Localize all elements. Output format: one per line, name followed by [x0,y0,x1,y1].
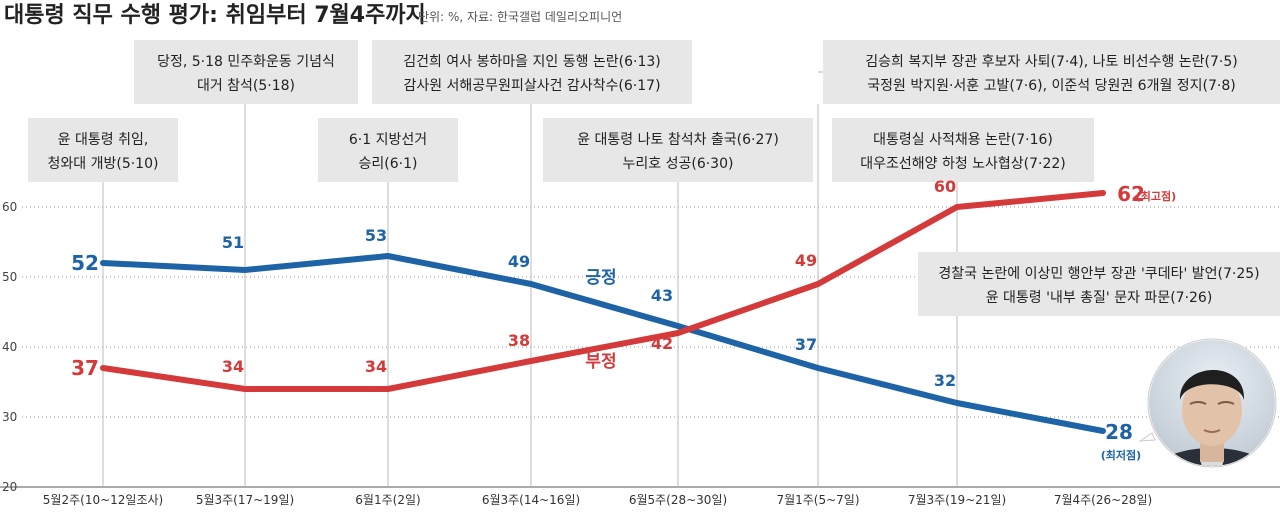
annotation-background [918,252,1280,316]
annotation-background [832,118,1094,182]
positive-data-label: 37 [795,335,817,354]
positive-data-label: 51 [222,233,244,252]
annotation-text: 대통령실 사적채용 논란(7·16) [873,132,1053,148]
annotation-text: 윤 대통령 '내부 총질' 문자 파문(7·26) [986,290,1213,306]
annotation-text: 김승희 복지부 장관 후보자 사퇴(7·4), 나토 비선수행 논란(7·5) [865,54,1237,70]
positive-data-label: 52 [71,251,99,275]
y-tick-label: 50 [2,270,17,284]
annotation-box: 윤 대통령 취임, 청와대 개방(5·10) [28,118,178,182]
annotation-text: 김건희 여사 봉하마을 지인 동행 논란(6·13) [403,54,661,70]
x-tick-label: 6월5주(28~30일) [629,493,727,507]
annotation-text: 대우조선해양 하청 노사협상(7·22) [860,156,1066,172]
annotation-text: 윤 대통령 나토 참석차 출국(6·27) [577,132,779,148]
x-tick-label: 5월2주(10~12일조사) [43,493,163,507]
annotation-box: 경찰국 논란에 이상민 행안부 장관 '쿠데타' 발언(7·25) 윤 대통령 '… [918,252,1280,316]
annotation-text: 6·1 지방선거 [349,132,427,148]
annotation-text: 당정, 5·18 민주화운동 기념식 [157,54,335,70]
positive-series-name: 긍정 [585,268,616,288]
annotation-background [823,40,1280,104]
positive-data-label: 28 [1105,420,1133,444]
y-tick-label: 60 [2,200,17,214]
annotation-text: 국정원 박지원·서훈 고발(7·6), 이준석 당원권 6개월 정지(7·8) [867,78,1236,94]
annotation-background [543,118,813,182]
positive-series-line [100,253,1106,434]
positive-data-label: 32 [934,371,956,390]
annotation-text: 승리(6·1) [359,156,418,172]
y-tick-label: 30 [2,410,17,424]
min-note: (최저점) [1101,448,1141,462]
negative-data-label: 34 [222,357,244,376]
negative-data-label: 60 [934,177,956,196]
x-tick-label: 6월3주(14~16일) [482,493,580,507]
annotation-background [318,118,458,182]
negative-data-label: 42 [651,334,673,353]
x-tick-label: 7월1주(5~7일) [776,493,859,507]
annotation-background [28,118,178,182]
negative-data-label: 38 [508,331,530,350]
y-tick-label: 40 [2,340,17,354]
positive-data-label: 43 [651,286,673,305]
annotation-box: 김승희 복지부 장관 후보자 사퇴(7·4), 나토 비선수행 논란(7·5) 국… [823,40,1280,104]
positive-data-label: 49 [508,252,530,271]
max-note: (최고점) [1136,189,1176,203]
chart-title: 대통령 직무 수행 평가: 취임부터 7월4주까지 [4,3,426,28]
annotation-background [372,40,692,104]
source-note: 단위: %, 자료: 한국갤럽 데일리오피니언 [418,10,622,24]
positive-data-label: 53 [365,226,387,245]
x-tick-label: 7월3주(19~21일) [908,493,1006,507]
annotation-text: 대거 참석(5·18) [197,78,295,94]
negative-data-label: 49 [795,251,817,270]
annotation-box: 윤 대통령 나토 참석차 출국(6·27) 누리호 성공(6·30) [543,118,813,182]
annotation-background [134,40,358,104]
annotation-text: 누리호 성공(6·30) [623,156,734,172]
annotation-box: 대통령실 사적채용 논란(7·16) 대우조선해양 하청 노사협상(7·22) [832,118,1094,182]
y-tick-label: 20 [2,480,17,494]
annotation-text: 청와대 개방(5·10) [48,156,159,172]
negative-data-label: 34 [365,357,387,376]
annotation-text: 감사원 서해공무원피살사건 감사착수(6·17) [403,78,660,94]
annotation-text: 윤 대통령 취임, [58,132,149,148]
negative-series-name: 부정 [585,352,616,372]
negative-series-line [100,190,1106,392]
negative-data-label: 37 [71,356,99,380]
x-tick-label: 6월1주(2일) [355,493,420,507]
negative-data-label: 62 [1117,182,1145,206]
x-tick-label: 5월3주(17~19일) [196,493,294,507]
annotation-text: 경찰국 논란에 이상민 행안부 장관 '쿠데타' 발언(7·25) [938,266,1259,282]
x-tick-label: 7월4주(26~28일) [1054,493,1152,507]
annotation-box: 김건희 여사 봉하마을 지인 동행 논란(6·13) 감사원 서해공무원피살사건 … [372,40,692,104]
president-photo [1138,338,1277,468]
